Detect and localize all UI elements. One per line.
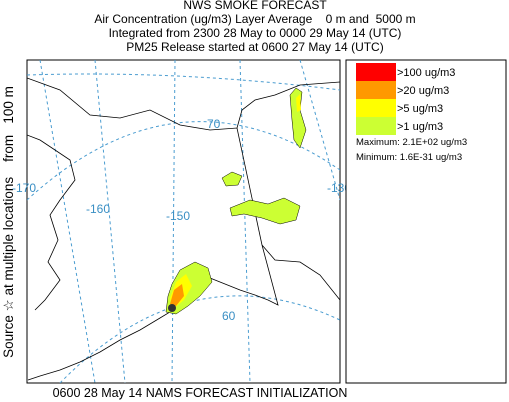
legend-swatch [356, 63, 396, 81]
map: 70 -170 -160 -150 -130 60 [12, 59, 351, 384]
map-label: 60 [222, 309, 236, 323]
subtitle: Integrated from 2300 28 May to 0000 29 M… [109, 26, 402, 40]
map-label: -130 [327, 181, 351, 195]
legend-min: Minimum: 1.6E-31 ug/m3 [356, 152, 462, 163]
legend-max: Maximum: 2.1E+02 ug/m3 [356, 137, 467, 148]
legend-label: >100 ug/m3 [397, 67, 455, 79]
map-label: -150 [166, 209, 190, 223]
map-label: -160 [86, 202, 110, 216]
title: NWS SMOKE FORECAST [183, 0, 327, 12]
side-label: Source ☆ at multiple locations from 100 … [1, 86, 16, 358]
subtitle: PM25 Release started at 0600 27 May 14 (… [126, 40, 383, 54]
subtitle: Air Concentration (ug/m3) Layer Average … [94, 12, 415, 26]
legend-swatch [356, 117, 396, 135]
legend: Maximum: 2.1E+02 ug/m3 Minimum: 1.6E-31 … [345, 59, 507, 384]
legend-label: >5 ug/m3 [397, 103, 443, 115]
map-label: 70 [207, 117, 221, 131]
legend-label: >20 ug/m3 [397, 85, 449, 97]
footer: 0600 28 May 14 NAMS FORECAST INITIALIZAT… [53, 386, 348, 400]
legend-swatch [356, 99, 396, 117]
map-label: -170 [12, 181, 36, 195]
legend-label: >1 ug/m3 [397, 121, 443, 133]
legend-swatch [356, 81, 396, 99]
